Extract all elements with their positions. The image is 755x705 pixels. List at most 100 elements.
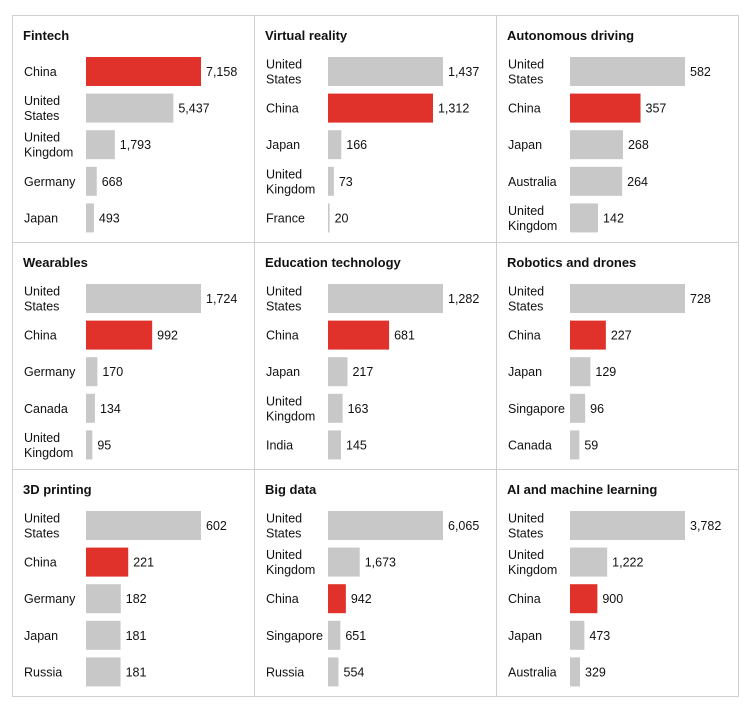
category-label: Russia — [24, 665, 62, 679]
bar-china — [328, 584, 346, 614]
category-label: United States — [24, 94, 60, 123]
bar-chart: United States 6,065 United Kingdom 1,673 China… — [266, 511, 479, 687]
value-label: 668 — [102, 175, 123, 189]
category-label: Germany — [24, 175, 76, 189]
bar-china — [570, 93, 641, 123]
category-label: India — [266, 438, 293, 452]
bar-chart: United States 728 China 227 Japan 129 Singapore… — [508, 284, 711, 460]
category-label: China — [508, 102, 541, 116]
category-label: United Kingdom — [508, 204, 557, 233]
bar-canada — [570, 430, 580, 460]
value-label: 181 — [126, 665, 147, 679]
chart-panel-education-technology: Education technology United States 1,282 Chi… — [254, 242, 497, 470]
bar-united-kingdom — [328, 393, 343, 423]
bar-united-kingdom — [570, 547, 608, 577]
bar-france — [328, 203, 330, 233]
value-label: 145 — [346, 438, 367, 452]
category-label: United Kingdom — [24, 131, 73, 160]
chart-title: Education technology — [265, 255, 401, 270]
chart-panel-virtual-reality: Virtual reality United States 1,437 China 1,3… — [254, 15, 497, 243]
chart-title: Wearables — [23, 255, 88, 270]
bar-japan — [328, 130, 342, 160]
value-label: 166 — [346, 138, 367, 152]
value-label: 1,437 — [448, 65, 479, 79]
category-label: China — [24, 556, 57, 570]
category-label: Japan — [266, 138, 300, 152]
bar-china — [328, 320, 390, 350]
chart-title: Big data — [265, 482, 317, 497]
value-label: 181 — [126, 629, 147, 643]
category-label: Russia — [266, 665, 304, 679]
bar-united-states — [86, 284, 201, 313]
category-label: Australia — [508, 175, 557, 189]
bar-chart: United States 602 China 221 Germany 182 Japan 18… — [24, 511, 227, 687]
category-label: United States — [508, 512, 544, 541]
value-label: 264 — [627, 175, 648, 189]
bar-japan — [86, 203, 94, 233]
value-label: 129 — [595, 365, 616, 379]
chart-panel-autonomous-driving: Autonomous driving United States 582 China 35… — [496, 15, 739, 243]
bar-united-kingdom — [570, 203, 599, 233]
value-label: 73 — [339, 175, 353, 189]
category-label: United States — [266, 285, 302, 314]
bar-singapore — [328, 620, 341, 650]
chart-panel-big-data: Big data United States 6,065 United Kingdom 1,… — [254, 469, 497, 697]
value-label: 3,782 — [690, 519, 721, 533]
value-label: 1,282 — [448, 292, 479, 306]
value-label: 6,065 — [448, 519, 479, 533]
category-label: United States — [508, 58, 544, 87]
value-label: 1,312 — [438, 102, 469, 116]
value-label: 942 — [351, 592, 372, 606]
bar-china — [570, 320, 606, 350]
bar-united-kingdom — [328, 547, 360, 577]
value-label: 582 — [690, 65, 711, 79]
category-label: United Kingdom — [266, 394, 315, 423]
value-label: 329 — [585, 665, 606, 679]
bar-united-states — [570, 284, 685, 313]
chart-panel-ai-and-machine-learning: AI and machine learning United States 3,782… — [496, 469, 739, 697]
bar-chart: United States 1,282 China 681 Japan 217 United K… — [266, 284, 479, 460]
value-label: 1,222 — [612, 556, 643, 570]
bar-united-states — [570, 511, 685, 540]
category-label: United States — [24, 512, 60, 541]
value-label: 170 — [102, 365, 123, 379]
category-label: China — [266, 102, 299, 116]
category-label: United Kingdom — [24, 431, 73, 460]
value-label: 20 — [335, 211, 349, 225]
bar-united-states — [86, 511, 201, 540]
bar-united-kingdom — [86, 130, 115, 160]
chart-title: Virtual reality — [265, 28, 348, 43]
value-label: 493 — [99, 211, 120, 225]
category-label: United Kingdom — [266, 167, 315, 196]
value-label: 728 — [690, 292, 711, 306]
category-label: United States — [508, 285, 544, 314]
bar-united-states — [86, 93, 174, 123]
bar-australia — [570, 657, 581, 687]
value-label: 554 — [344, 665, 365, 679]
value-label: 227 — [611, 329, 632, 343]
value-label: 651 — [345, 629, 366, 643]
bar-china — [86, 57, 201, 86]
bar-united-kingdom — [328, 166, 334, 196]
category-label: Japan — [508, 138, 542, 152]
category-label: Singapore — [266, 629, 323, 643]
category-label: China — [266, 592, 299, 606]
value-label: 163 — [348, 402, 369, 416]
category-label: Japan — [508, 629, 542, 643]
category-label: United States — [266, 58, 302, 87]
bar-singapore — [570, 393, 586, 423]
value-label: 95 — [97, 438, 111, 452]
bar-united-states — [570, 57, 685, 86]
bar-chart: United States 1,437 China 1,312 Japan 166 Unite… — [266, 57, 479, 233]
small-multiples-grid: Fintech China 7,158 United States 5,437 United… — [12, 15, 739, 697]
bar-chart: United States 1,724 China 992 Germany 170 Canad… — [24, 284, 237, 460]
chart-panel-robotics-and-drones: Robotics and drones United States 728 China 2… — [496, 242, 739, 470]
bar-germany — [86, 166, 97, 196]
bar-united-kingdom — [86, 430, 93, 460]
value-label: 5,437 — [178, 102, 209, 116]
category-label: United States — [24, 285, 60, 314]
chart-title: 3D printing — [23, 482, 92, 497]
category-label: Canada — [508, 438, 552, 452]
bar-united-states — [328, 284, 443, 313]
category-label: Japan — [24, 629, 58, 643]
